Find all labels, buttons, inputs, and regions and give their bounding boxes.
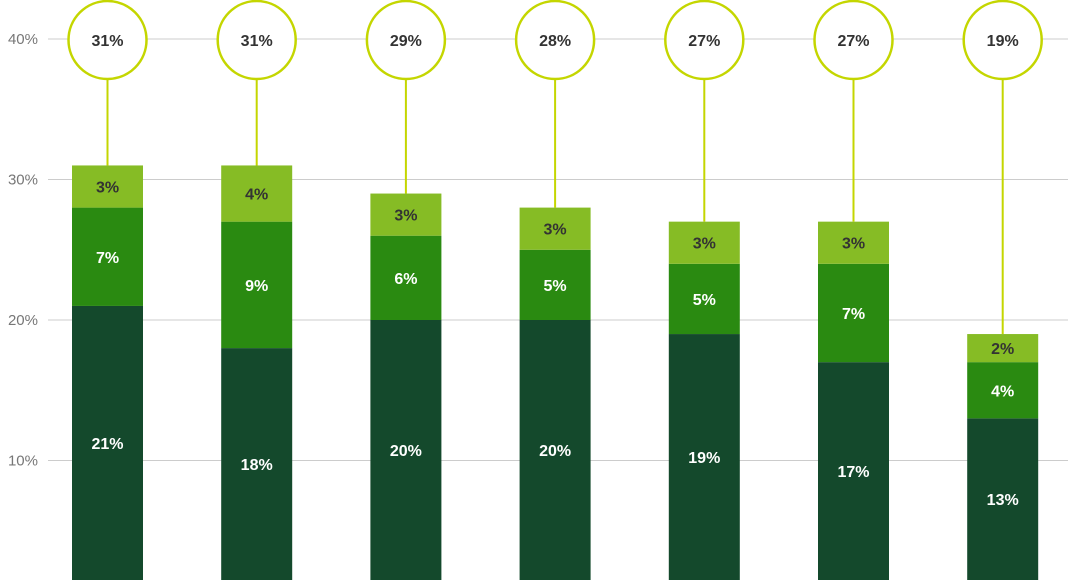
total-label: 31% (91, 33, 123, 50)
bar-segment (221, 348, 293, 580)
data-label: 4% (245, 187, 268, 204)
bar-segment (668, 334, 740, 580)
data-label: 20% (390, 443, 422, 460)
bar-stack: 18% 9% 4% (221, 165, 293, 580)
y-tick-label: 40% (8, 31, 38, 48)
total-circle (514, 0, 596, 81)
bar-stack: 21% 7% 3% (72, 165, 143, 580)
data-label: 7% (96, 250, 119, 267)
total-circle (365, 0, 447, 81)
data-label: 21% (91, 436, 123, 453)
data-label: 3% (693, 236, 716, 253)
data-label: 20% (539, 443, 571, 460)
bar-segment (818, 362, 889, 580)
bar-segment (967, 418, 1039, 580)
data-label: 6% (394, 271, 417, 288)
y-tick-label: 10% (8, 453, 38, 470)
total-circle (664, 0, 745, 81)
bar-segment (818, 263, 889, 363)
bar-segment (72, 305, 143, 580)
data-label: 5% (693, 292, 716, 309)
total-label: 28% (539, 33, 571, 50)
total-label: 29% (390, 33, 422, 50)
total-circle (67, 0, 148, 81)
bar-stack: 17% 7% 3% (818, 221, 889, 580)
data-label: 5% (544, 278, 567, 295)
total-label: 27% (837, 33, 869, 50)
bar-segment (221, 221, 293, 349)
bar-stack: 19% 5% 3% (668, 221, 740, 580)
data-label: 2% (991, 341, 1014, 358)
bar-segment (221, 165, 293, 222)
bar-segment (519, 249, 591, 320)
total-label: 19% (987, 33, 1019, 50)
bar-segment (72, 165, 143, 208)
bar-segment (370, 235, 442, 320)
bar-segment (668, 263, 740, 335)
bar-segment (967, 334, 1039, 363)
bars: 21% 7% 3% 18% 9% 4% 20% 6% 3% 20% 5% 3% 19% 5% 3% 17% 7%… (72, 165, 1039, 580)
bar-segment (967, 362, 1039, 419)
y-tick-label: 20% (8, 312, 38, 329)
total-label: 27% (688, 33, 720, 50)
total-label: 31% (241, 33, 273, 50)
bar-segment (519, 207, 591, 250)
data-label: 7% (842, 306, 865, 323)
bar-segment (519, 320, 591, 580)
y-tick-label: 30% (8, 172, 38, 189)
data-label: 18% (241, 457, 273, 474)
bar-segment (668, 221, 740, 264)
bar-segment (72, 207, 143, 306)
total-circle (813, 0, 894, 81)
total-circle (962, 0, 1043, 81)
data-label: 3% (96, 180, 119, 197)
data-label: 9% (245, 278, 268, 295)
data-label: 4% (991, 383, 1014, 400)
bar-stack: 13% 4% 2% (967, 334, 1039, 580)
total-circle (216, 0, 297, 81)
bar-stack: 20% 6% 3% (370, 193, 442, 580)
data-label: 13% (987, 492, 1019, 509)
bar-segment (818, 221, 889, 264)
data-label: 19% (688, 450, 720, 467)
bar-segment (370, 193, 442, 236)
bar-stack: 20% 5% 3% (519, 207, 591, 580)
data-label: 3% (544, 222, 567, 239)
bar-segment (370, 320, 442, 580)
data-label: 17% (837, 464, 869, 481)
data-label: 3% (842, 236, 865, 253)
data-label: 3% (394, 208, 417, 225)
total-callouts: 31% 31% 29% 28% 27% 27% 19% (67, 0, 1043, 335)
